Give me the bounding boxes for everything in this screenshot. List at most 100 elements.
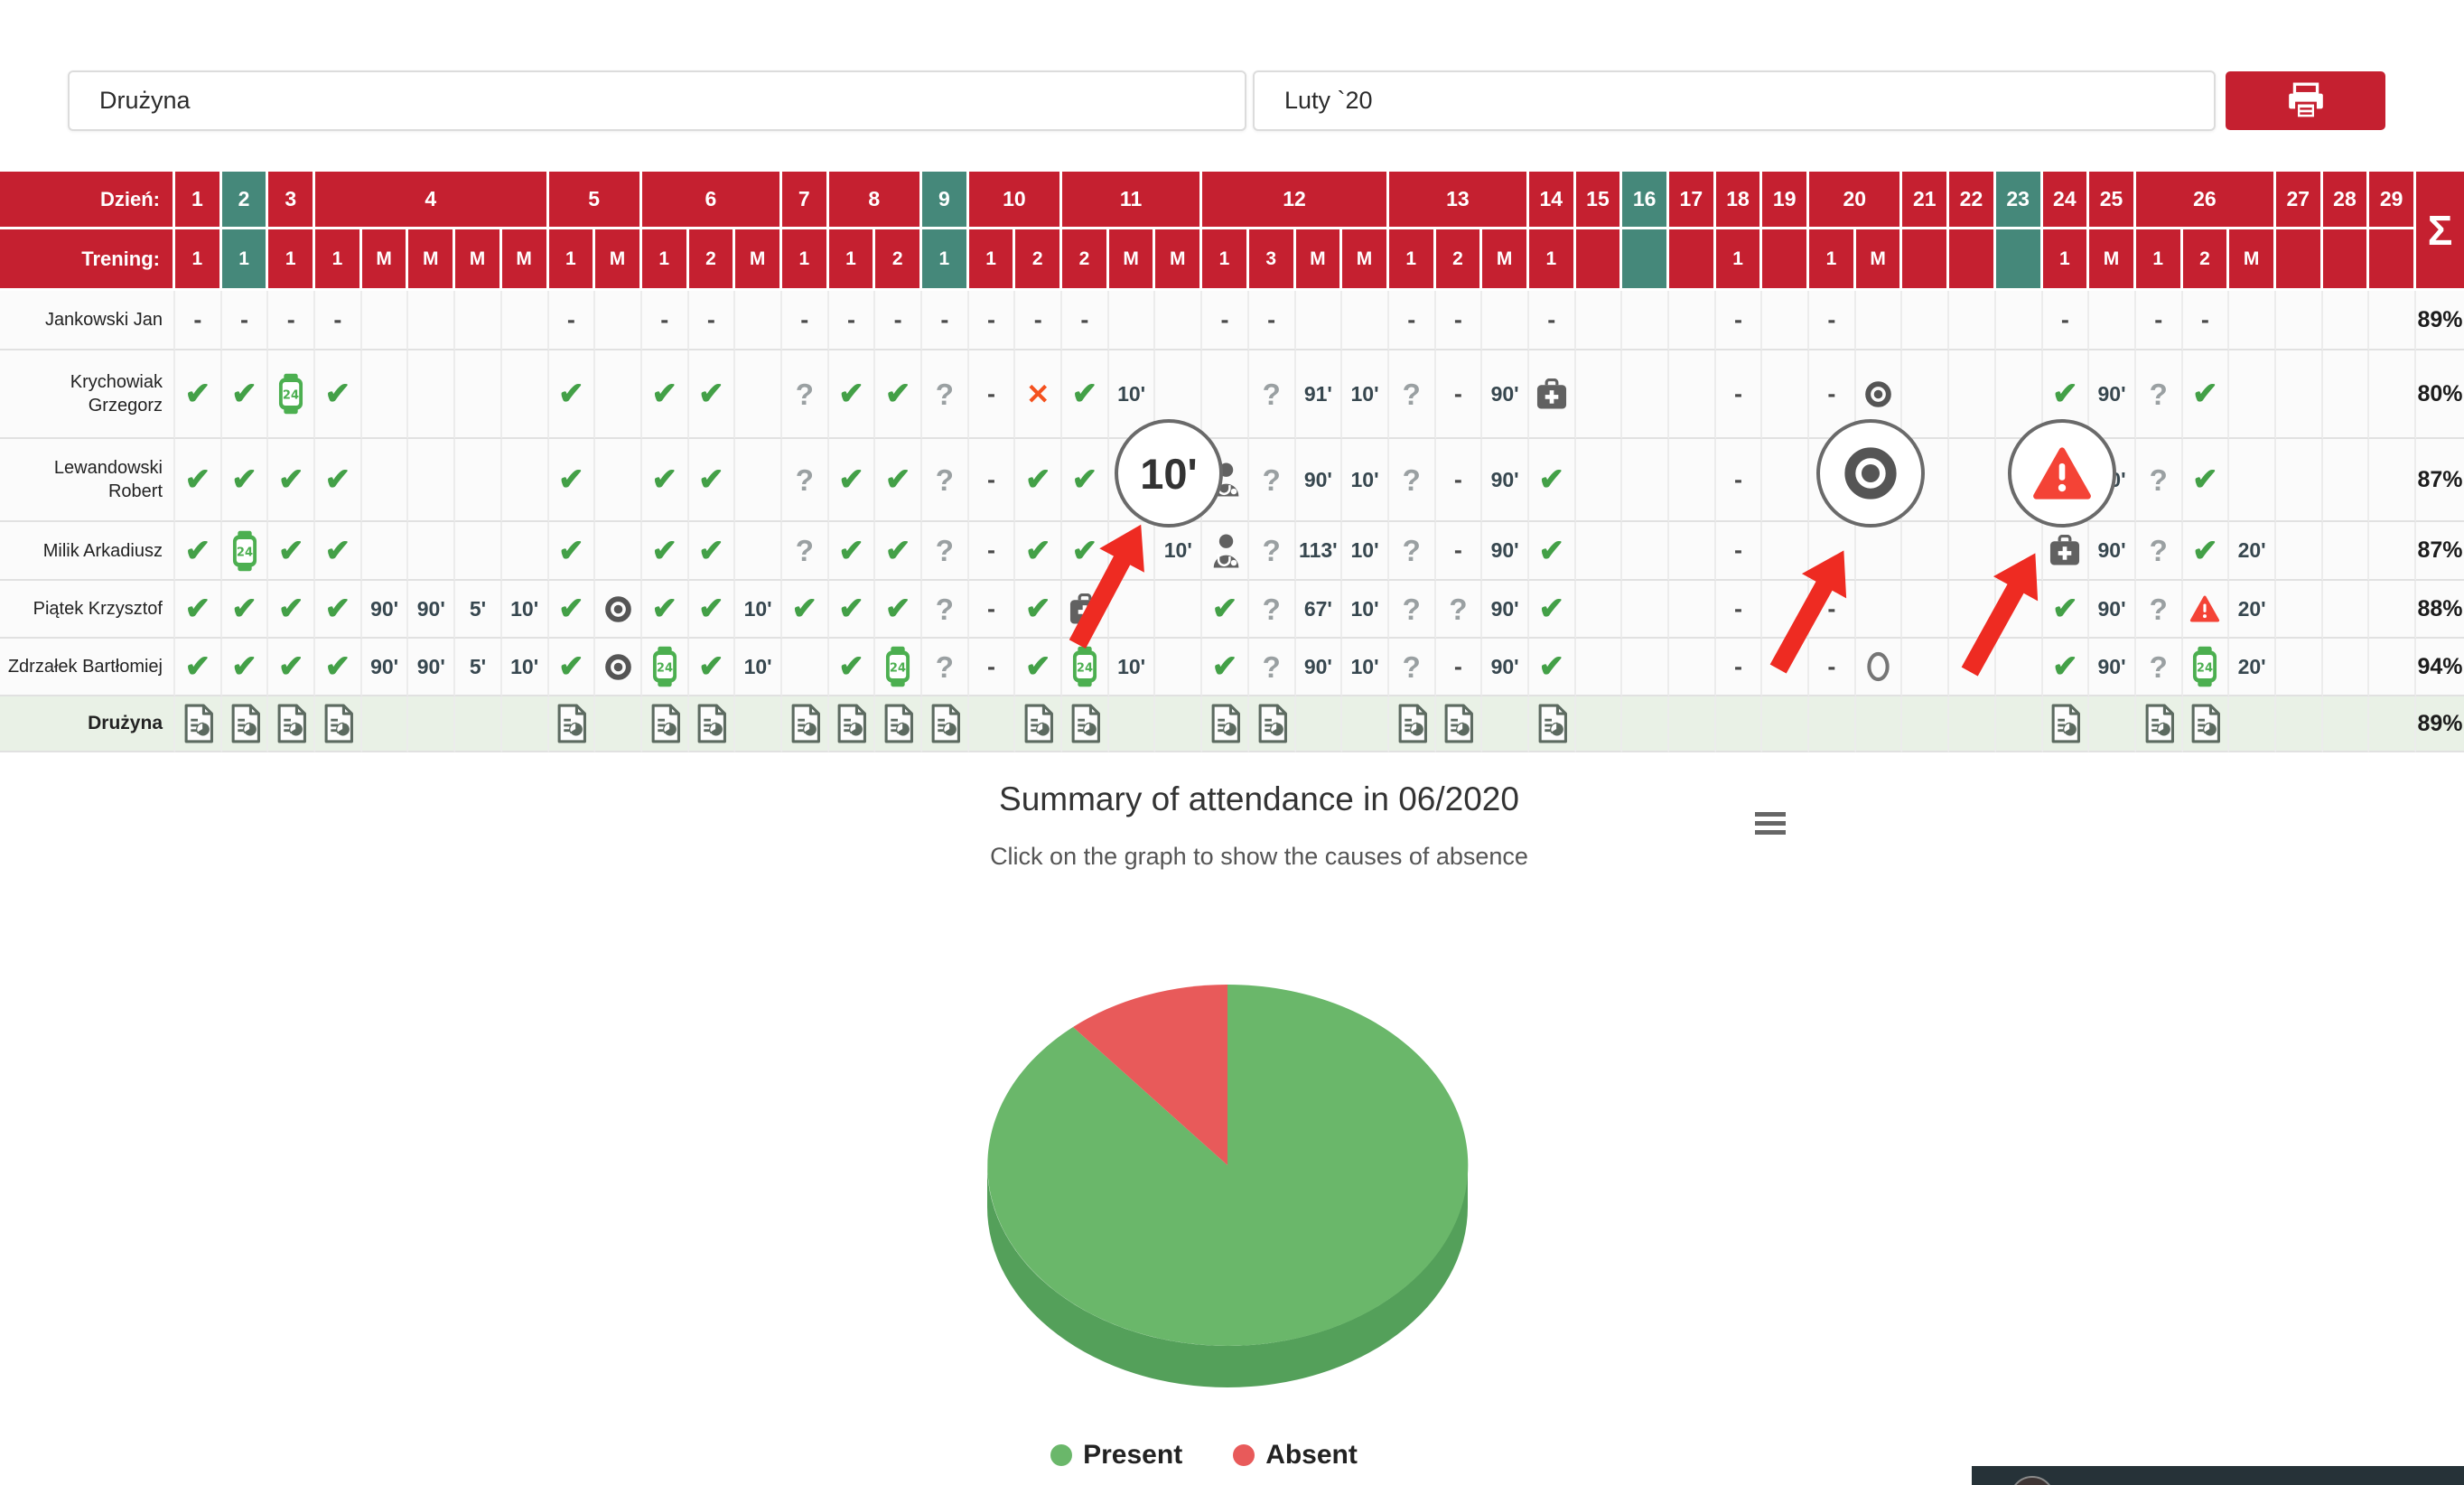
attendance-cell-r3-c33[interactable] bbox=[1669, 439, 1716, 522]
attendance-cell-r5-c15[interactable]: ✔ bbox=[828, 581, 876, 639]
player-name-5[interactable]: Piątek Krzysztof bbox=[0, 581, 175, 639]
attendance-cell-r7-c10[interactable] bbox=[595, 696, 642, 752]
attendance-cell-r6-c25[interactable]: 90' bbox=[1295, 639, 1343, 696]
attendance-cell-r1-c24[interactable]: - bbox=[1248, 291, 1296, 350]
attendance-cell-r7-c30[interactable] bbox=[1528, 696, 1576, 752]
attendance-cell-r7-c18[interactable] bbox=[968, 696, 1016, 752]
attendance-cell-r7-c31[interactable] bbox=[1575, 696, 1623, 752]
attendance-cell-r5-c3[interactable]: ✔ bbox=[268, 581, 316, 639]
attendance-cell-r4-c15[interactable]: ✔ bbox=[828, 522, 876, 581]
attendance-cell-r7-c22[interactable] bbox=[1155, 696, 1203, 752]
attendance-cell-r5-c41[interactable]: ✔ bbox=[2042, 581, 2090, 639]
attendance-cell-r3-c30[interactable]: ✔ bbox=[1528, 439, 1576, 522]
attendance-cell-r1-c7[interactable] bbox=[455, 291, 502, 350]
attendance-cell-r6-c12[interactable]: ✔ bbox=[688, 639, 736, 696]
attendance-cell-r7-c45[interactable] bbox=[2229, 696, 2276, 752]
attendance-cell-r6-c42[interactable]: 90' bbox=[2089, 639, 2136, 696]
attendance-cell-r2-c42[interactable]: 90' bbox=[2089, 350, 2136, 439]
attendance-cell-r1-c32[interactable] bbox=[1622, 291, 1669, 350]
attendance-cell-r4-c47[interactable] bbox=[2322, 522, 2370, 581]
attendance-cell-r5-c34[interactable]: - bbox=[1715, 581, 1763, 639]
attendance-cell-r3-c12[interactable]: ✔ bbox=[688, 439, 736, 522]
attendance-cell-r6-c13[interactable]: 10' bbox=[735, 639, 782, 696]
attendance-cell-r6-c32[interactable] bbox=[1622, 639, 1669, 696]
attendance-cell-r3-c19[interactable]: ✔ bbox=[1015, 439, 1063, 522]
attendance-cell-r1-c12[interactable]: - bbox=[688, 291, 736, 350]
attendance-cell-r7-c44[interactable] bbox=[2182, 696, 2230, 752]
attendance-cell-r1-c45[interactable] bbox=[2229, 291, 2276, 350]
attendance-cell-r2-c18[interactable]: - bbox=[968, 350, 1016, 439]
attendance-cell-r1-c2[interactable]: - bbox=[221, 291, 269, 350]
attendance-cell-r5-c38[interactable] bbox=[1902, 581, 1950, 639]
attendance-cell-r3-c10[interactable] bbox=[595, 439, 642, 522]
player-name-1[interactable]: Jankowski Jan bbox=[0, 291, 175, 350]
attendance-cell-r5-c23[interactable]: ✔ bbox=[1202, 581, 1249, 639]
attendance-cell-r4-c17[interactable]: ? bbox=[922, 522, 969, 581]
attendance-cell-r3-c28[interactable]: - bbox=[1435, 439, 1483, 522]
attendance-cell-r4-c1[interactable]: ✔ bbox=[175, 522, 222, 581]
attendance-cell-r5-c14[interactable]: ✔ bbox=[781, 581, 829, 639]
attendance-cell-r1-c34[interactable]: - bbox=[1715, 291, 1763, 350]
attendance-cell-r7-c1[interactable] bbox=[175, 696, 222, 752]
attendance-cell-r5-c9[interactable]: ✔ bbox=[548, 581, 596, 639]
attendance-cell-r1-c18[interactable]: - bbox=[968, 291, 1016, 350]
attendance-cell-r7-c4[interactable] bbox=[315, 696, 362, 752]
attendance-cell-r5-c7[interactable]: 5' bbox=[455, 581, 502, 639]
attendance-cell-r6-c6[interactable]: 90' bbox=[408, 639, 456, 696]
attendance-cell-r1-c30[interactable]: - bbox=[1528, 291, 1576, 350]
attendance-cell-r7-c46[interactable] bbox=[2275, 696, 2323, 752]
attendance-cell-r4-c14[interactable]: ? bbox=[781, 522, 829, 581]
attendance-cell-r6-c38[interactable] bbox=[1902, 639, 1950, 696]
attendance-cell-r5-c24[interactable]: ? bbox=[1248, 581, 1296, 639]
attendance-cell-r1-c5[interactable] bbox=[361, 291, 409, 350]
attendance-cell-r2-c29[interactable]: 90' bbox=[1482, 350, 1529, 439]
attendance-cell-r1-c31[interactable] bbox=[1575, 291, 1623, 350]
attendance-cell-r2-c44[interactable]: ✔ bbox=[2182, 350, 2230, 439]
attendance-cell-r4-c10[interactable] bbox=[595, 522, 642, 581]
pie-slice-absent[interactable] bbox=[1073, 985, 1227, 1165]
attendance-cell-r1-c3[interactable]: - bbox=[268, 291, 316, 350]
attendance-cell-r6-c44[interactable]: 24 bbox=[2182, 639, 2230, 696]
attendance-cell-r3-c20[interactable]: ✔ bbox=[1062, 439, 1109, 522]
attendance-cell-r7-c39[interactable] bbox=[1949, 696, 1996, 752]
attendance-cell-r6-c23[interactable]: ✔ bbox=[1202, 639, 1249, 696]
attendance-cell-r3-c31[interactable] bbox=[1575, 439, 1623, 522]
attendance-cell-r3-c48[interactable] bbox=[2369, 439, 2416, 522]
attendance-cell-r7-c9[interactable] bbox=[548, 696, 596, 752]
attendance-cell-r5-c13[interactable]: 10' bbox=[735, 581, 782, 639]
attendance-cell-r5-c46[interactable] bbox=[2275, 581, 2323, 639]
attendance-cell-r5-c18[interactable]: - bbox=[968, 581, 1016, 639]
attendance-cell-r5-c37[interactable] bbox=[1855, 581, 1903, 639]
attendance-cell-r6-c19[interactable]: ✔ bbox=[1015, 639, 1063, 696]
attendance-cell-r7-c47[interactable] bbox=[2322, 696, 2370, 752]
attendance-cell-r7-c21[interactable] bbox=[1108, 696, 1156, 752]
attendance-cell-r5-c2[interactable]: ✔ bbox=[221, 581, 269, 639]
attendance-cell-r1-c19[interactable]: - bbox=[1015, 291, 1063, 350]
attendance-cell-r1-c14[interactable]: - bbox=[781, 291, 829, 350]
attendance-cell-r6-c3[interactable]: ✔ bbox=[268, 639, 316, 696]
attendance-cell-r3-c46[interactable] bbox=[2275, 439, 2323, 522]
attendance-cell-r3-c2[interactable]: ✔ bbox=[221, 439, 269, 522]
attendance-cell-r1-c41[interactable]: - bbox=[2042, 291, 2090, 350]
attendance-cell-r1-c29[interactable] bbox=[1482, 291, 1529, 350]
attendance-cell-r4-c19[interactable]: ✔ bbox=[1015, 522, 1063, 581]
attendance-cell-r1-c33[interactable] bbox=[1669, 291, 1716, 350]
attendance-cell-r2-c20[interactable]: ✔ bbox=[1062, 350, 1109, 439]
attendance-cell-r4-c3[interactable]: ✔ bbox=[268, 522, 316, 581]
team-select[interactable]: Drużyna bbox=[68, 70, 1246, 131]
attendance-cell-r2-c11[interactable]: ✔ bbox=[641, 350, 689, 439]
attendance-cell-r4-c28[interactable]: - bbox=[1435, 522, 1483, 581]
attendance-cell-r4-c9[interactable]: ✔ bbox=[548, 522, 596, 581]
print-button[interactable] bbox=[2226, 71, 2385, 130]
attendance-cell-r1-c15[interactable]: - bbox=[828, 291, 876, 350]
attendance-cell-r4-c32[interactable] bbox=[1622, 522, 1669, 581]
attendance-cell-r5-c32[interactable] bbox=[1622, 581, 1669, 639]
attendance-cell-r5-c42[interactable]: 90' bbox=[2089, 581, 2136, 639]
attendance-cell-r6-c31[interactable] bbox=[1575, 639, 1623, 696]
attendance-cell-r4-c4[interactable]: ✔ bbox=[315, 522, 362, 581]
attendance-cell-r6-c1[interactable]: ✔ bbox=[175, 639, 222, 696]
attendance-cell-r3-c4[interactable]: ✔ bbox=[315, 439, 362, 522]
attendance-cell-r2-c43[interactable]: ? bbox=[2135, 350, 2183, 439]
attendance-cell-r1-c1[interactable]: - bbox=[175, 291, 222, 350]
attendance-cell-r4-c30[interactable]: ✔ bbox=[1528, 522, 1576, 581]
